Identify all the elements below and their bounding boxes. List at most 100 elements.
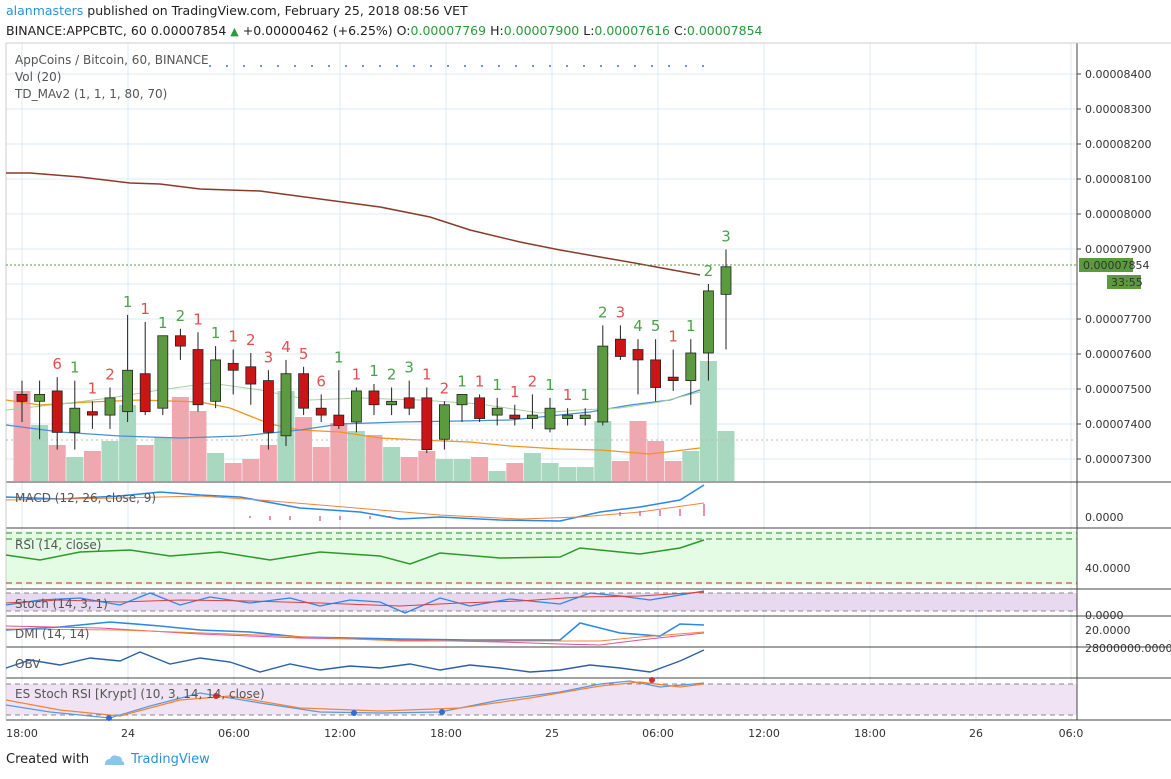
open-value: 0.00007769	[410, 23, 487, 38]
td-count-label: 2	[598, 303, 608, 321]
volume-bar	[629, 421, 647, 481]
time-tick-label: 26	[969, 727, 983, 740]
dotted-marker	[515, 65, 517, 67]
price-tick-label: 0.00007400	[1085, 418, 1151, 431]
candle-body	[350, 390, 362, 423]
volume-bar	[312, 447, 330, 481]
td-count-label: 1	[457, 372, 467, 390]
candle-body	[703, 290, 714, 354]
last-price: 0.00007854	[150, 23, 227, 38]
volume-bar	[453, 459, 471, 481]
time-tick-label: 24	[121, 727, 135, 740]
candle-body	[403, 397, 415, 409]
volume-bar	[189, 411, 207, 481]
axes: 0.00008400 0.00008300 0.00008200 0.00008100…	[6, 68, 1171, 740]
candle-body	[192, 349, 204, 406]
volume-bar	[295, 417, 313, 481]
candle-body	[139, 373, 151, 413]
candle-body	[438, 404, 450, 440]
time-tick-label: 18:00	[854, 727, 886, 740]
pane-tick-label: 40.0000	[1085, 562, 1131, 575]
td-count-label: 4	[281, 338, 291, 356]
price-tick-label: 0.00008100	[1085, 173, 1151, 186]
dotted-marker	[328, 65, 330, 67]
low-label: L:	[583, 23, 595, 38]
price-tick-label: 0.00007300	[1085, 453, 1151, 466]
dmi-adx-line	[5, 628, 705, 642]
volume-bar	[224, 463, 242, 481]
volume-bars	[13, 361, 735, 481]
volume-bar	[506, 463, 524, 481]
macd-line	[5, 484, 705, 522]
main-legend-label: Vol (20)	[15, 70, 61, 84]
main-legend-label: AppCoins / Bitcoin, 60, BINANCE	[15, 53, 209, 67]
candle-body	[69, 407, 81, 433]
dotted-marker	[668, 65, 670, 67]
candle-body	[262, 380, 274, 433]
close-value: 0.00007854	[686, 23, 763, 38]
candle-body	[157, 335, 169, 409]
esrsi-buy-dot	[351, 710, 357, 716]
volume-bar	[101, 441, 119, 481]
volume-bar	[699, 361, 717, 481]
td-count-label: 1	[70, 359, 80, 377]
volume-bar	[435, 459, 453, 481]
candle-body	[16, 393, 28, 402]
volume-bar	[83, 451, 101, 481]
candle-body	[122, 369, 133, 413]
last-price-box	[1079, 258, 1133, 272]
up-triangle-icon: ▲	[230, 25, 239, 38]
tradingview-link[interactable]: TradingView	[131, 752, 210, 767]
volume-bar	[594, 421, 612, 481]
high-label: H:	[490, 23, 504, 38]
volume-bar	[383, 447, 401, 481]
volume-bar	[48, 445, 66, 481]
volume-bar	[682, 451, 700, 481]
dotted-marker	[447, 65, 449, 67]
candle-body	[298, 373, 310, 409]
rsi-line	[5, 539, 705, 565]
price-tick-label: 0.00007600	[1085, 348, 1151, 361]
td-count-label: 1	[492, 376, 502, 394]
candle-body	[474, 397, 486, 419]
volume-bar	[647, 441, 665, 481]
dotted-marker	[396, 65, 398, 67]
dotted-marker	[481, 65, 483, 67]
low-value: 0.00007616	[594, 23, 670, 38]
publish-text: published on TradingView.com, February 2…	[87, 3, 468, 18]
candle-body	[544, 407, 556, 430]
td-count-label: 1	[580, 386, 590, 404]
indicator-label: RSI (14, close)	[15, 538, 101, 552]
volume-bar	[541, 463, 559, 481]
td-count-label: 1	[193, 310, 203, 328]
esrsi-sell-dot	[213, 693, 219, 699]
candle-body	[650, 359, 661, 388]
volume-bar	[171, 397, 189, 481]
candle-body	[245, 366, 257, 385]
blue-ma-line	[5, 389, 701, 439]
dotted-marker	[549, 65, 551, 67]
dotted-marker	[617, 65, 619, 67]
indicator-label: MACD (12, 26, close, 9)	[15, 491, 156, 505]
volume-bar	[559, 467, 577, 481]
td-count-label: 2	[176, 307, 186, 325]
dotted-marker	[362, 65, 364, 67]
candle-body	[333, 414, 345, 426]
author-link[interactable]: alanmasters	[6, 3, 84, 18]
indicator-label: DMI (14, 14)	[15, 627, 89, 641]
countdown-box	[1107, 275, 1141, 289]
tradingview-cloud-icon	[105, 754, 125, 765]
td-count-label: 1	[668, 328, 678, 346]
volume-bar	[13, 391, 31, 481]
td-count-label: 1	[510, 383, 520, 401]
volume-bar	[119, 405, 137, 481]
esrsi-buy-dot	[439, 709, 445, 715]
indicator-label: OBV	[15, 657, 41, 671]
volume-bar	[523, 453, 541, 481]
candle-body	[562, 414, 573, 419]
pane-backgrounds	[5, 42, 1171, 721]
ohlc-line: BINANCE:APPCBTC, 60 0.00007854 ▲ +0.0000…	[6, 23, 762, 38]
dmi-minus-line	[5, 625, 705, 646]
dotted-marker	[243, 65, 245, 67]
